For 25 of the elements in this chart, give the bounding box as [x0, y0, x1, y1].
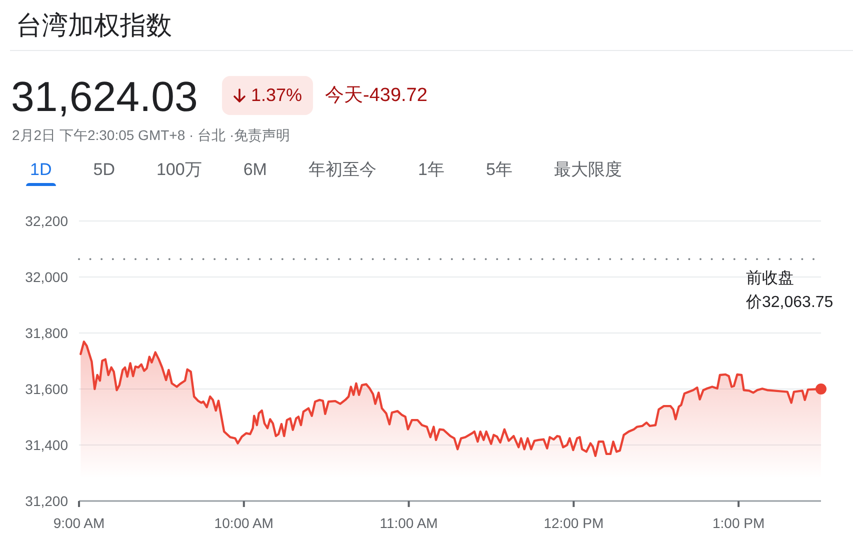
text: 6M	[243, 160, 267, 180]
text: 1年	[418, 160, 444, 180]
y-tick-label: 32,200	[25, 213, 68, 229]
x-tick-label: 10:00 AM	[214, 515, 274, 531]
y-tick-label: 31,200	[25, 493, 68, 509]
x-tick-label: 9:00 AM	[53, 515, 105, 531]
text: 1D	[30, 160, 52, 180]
text: 100万	[156, 160, 202, 180]
text: 最大限度	[554, 160, 622, 180]
x-tick-label: 11:00 AM	[380, 515, 438, 531]
y-tick-label: 32,000	[25, 269, 68, 285]
y-tick-label: 31,600	[25, 381, 68, 397]
change-badge: 1.37%	[222, 76, 313, 115]
ref-line-label: 前收盘价32,063.75	[745, 269, 834, 312]
text: 31,624.03	[11, 72, 198, 122]
text: 5D	[93, 160, 115, 180]
y-tick-label: 31,800	[25, 325, 68, 341]
text: 今天-439.72	[325, 84, 428, 108]
text: 年初至今	[308, 160, 376, 180]
x-tick-label: 12:00 PM	[544, 515, 604, 531]
text: 2月2日 下午2:30:05 GMT+8 · 台北 ·免责声明	[12, 126, 290, 145]
text: 5年	[486, 160, 512, 180]
chart-title: 台湾加权指数	[16, 10, 172, 40]
x-tick-label: 1:00 PM	[712, 515, 765, 531]
y-tick-label: 31,400	[25, 437, 68, 453]
